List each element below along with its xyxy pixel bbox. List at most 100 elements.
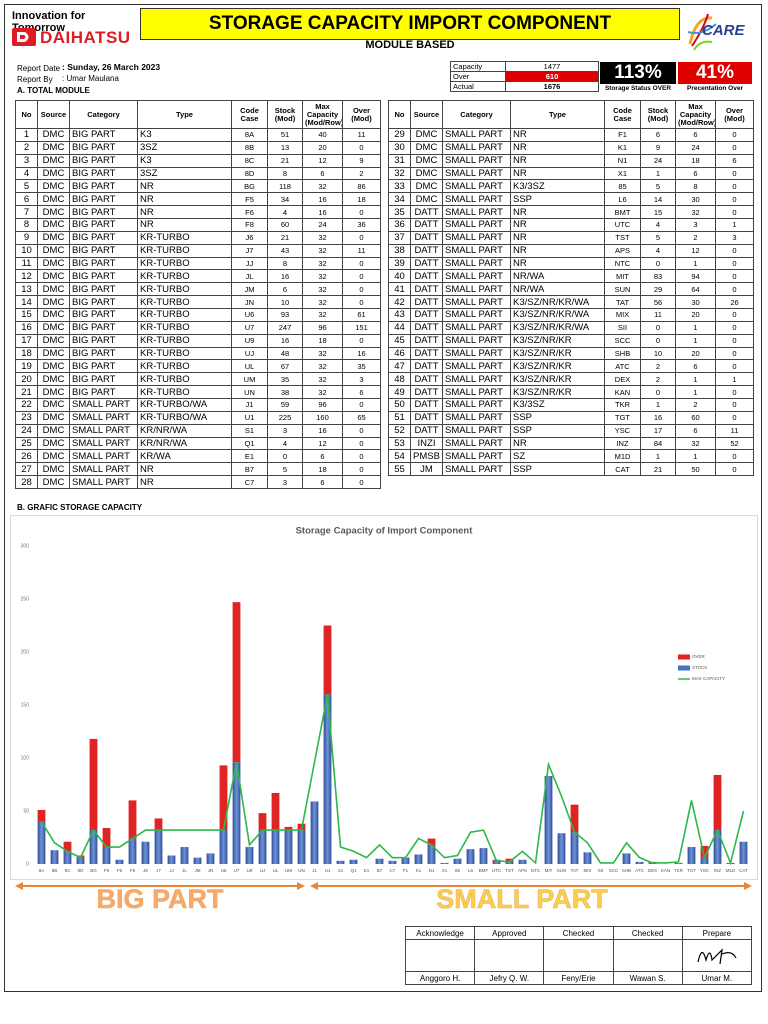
table-cell: 32 xyxy=(302,230,343,245)
table-cell: KR-TURBO xyxy=(137,385,232,400)
table-cell: 61 xyxy=(342,308,381,322)
table-cell: 16 xyxy=(342,346,381,361)
table-cell: DATT xyxy=(410,269,443,284)
table-cell: 50 xyxy=(675,462,716,477)
table-cell: 42 xyxy=(388,295,411,310)
table-cell: DMC xyxy=(37,218,70,232)
table-cell: 0 xyxy=(715,398,754,412)
table-cell: 38 xyxy=(388,243,411,258)
brand-logo xyxy=(12,28,36,46)
table-cell: 3 xyxy=(267,423,303,438)
table-cell: DMC xyxy=(37,333,70,348)
table-cell: 2 xyxy=(675,230,716,245)
table-cell: 22 xyxy=(15,398,38,412)
table-cell: SMALL PART xyxy=(442,192,511,207)
table-cell: 8D xyxy=(231,166,268,181)
table-cell: 1 xyxy=(715,218,754,232)
page-frame xyxy=(4,4,762,992)
table-row: 53 INZI SMALL PART NR INZ 84 32 52 xyxy=(388,436,754,451)
table-cell: SMALL PART xyxy=(69,436,138,451)
table-cell: DMC xyxy=(37,449,70,464)
table-row: 45 DATT SMALL PART K3/SZ/NR/KR SCC 0 1 0 xyxy=(388,333,754,348)
table-cell: SII xyxy=(604,320,641,335)
value: 1676 xyxy=(505,81,599,92)
table-cell: DATT xyxy=(410,256,443,271)
x-tick-label: UTC xyxy=(492,868,502,873)
bar xyxy=(518,859,527,864)
arrow-head xyxy=(744,882,752,890)
table-cell: DMC xyxy=(410,153,443,168)
x-tick-label: K1 xyxy=(416,868,422,873)
table-row: 42 DATT SMALL PART K3/SZ/NR/KR/WA TAT 56 30 26 xyxy=(388,295,754,310)
table-cell: 0 xyxy=(640,320,676,335)
table-cell: SMALL PART xyxy=(69,449,138,464)
x-tick-label: F1 xyxy=(403,868,409,873)
table-cell: 0 xyxy=(715,205,754,220)
table-cell: 32 xyxy=(302,359,343,374)
table-row: 43 DATT SMALL PART K3/SZ/NR/KR/WA MIX 11 20 0 xyxy=(388,308,754,322)
table-cell: UJ xyxy=(231,346,268,361)
table-cell: 47 xyxy=(388,359,411,374)
table-cell: NR xyxy=(137,462,232,477)
name-row: Anggoro H. Jefry Q. W. Feny/Erie Wawan S. Um… xyxy=(404,971,753,985)
table-row: 8 DMC BIG PART NR F8 60 24 36 xyxy=(15,218,381,232)
table-cell: UM xyxy=(231,372,268,387)
table-cell: 94 xyxy=(675,269,716,284)
table-cell: DATT xyxy=(410,346,443,361)
table-cell: 3SZ xyxy=(137,166,232,181)
table-cell: 39 xyxy=(388,256,411,271)
table-cell: 44 xyxy=(388,320,411,335)
table-cell: SMALL PART xyxy=(442,269,511,284)
table-cell: K3/3SZ xyxy=(510,398,605,412)
table-cell: 0 xyxy=(715,243,754,258)
table-cell: 0 xyxy=(715,166,754,181)
table-cell: SMALL PART xyxy=(442,295,511,310)
bar xyxy=(154,830,163,864)
table-cell: 32 xyxy=(675,436,716,451)
x-tick-label: SUN xyxy=(557,868,567,873)
table-cell: 6 xyxy=(715,153,754,168)
table-cell: 10 xyxy=(267,295,303,310)
table-cell: C7 xyxy=(231,475,268,490)
table-row: 15 DMC BIG PART KR-TURBO U6 93 32 61 xyxy=(15,308,381,322)
table-row: 49 DATT SMALL PART K3/SZ/NR/KR KAN 0 1 0 xyxy=(388,385,754,400)
table-cell: 12 xyxy=(302,436,343,451)
table-cell: 38 xyxy=(267,385,303,400)
x-tick-label: JN xyxy=(208,868,214,873)
table-cell: 11 xyxy=(342,128,381,142)
table-cell: F6 xyxy=(231,205,268,220)
bar xyxy=(89,738,98,831)
header-cell: Code Case xyxy=(231,100,268,129)
title-bar: STORAGE CAPACITY IMPORT COMPONENT xyxy=(140,8,680,40)
role-cell: Acknowledge xyxy=(404,926,476,940)
header-cell: Max Capacity (Mod/Row) xyxy=(675,100,716,129)
x-tick-label: F6 xyxy=(117,868,123,873)
table-cell: 32 xyxy=(302,372,343,387)
table-cell: DMC xyxy=(37,192,70,207)
table-cell: BIG PART xyxy=(69,282,138,297)
table-cell: 6 xyxy=(15,192,38,207)
table-cell: SMALL PART xyxy=(69,475,138,490)
header-cell: Type xyxy=(510,100,605,129)
table-row: 39 DATT SMALL PART NR NTC 0 1 0 xyxy=(388,256,754,271)
table-cell: NR xyxy=(510,243,605,258)
bar xyxy=(284,826,293,831)
table-cell: 9 xyxy=(640,140,676,155)
arrow-head xyxy=(15,882,23,890)
table-row: 20 DMC BIG PART KR-TURBO UM 35 32 3 xyxy=(15,372,381,387)
x-tick-label: YSC xyxy=(700,868,710,873)
header-row: No Source Category Type Code Case Stock (Mod)… xyxy=(388,100,754,129)
table-cell: DMC xyxy=(37,205,70,220)
table-cell: 32 xyxy=(675,205,716,220)
table-cell: 1 xyxy=(675,385,716,400)
table-cell: 32 xyxy=(302,269,343,284)
table-cell: K3 xyxy=(137,153,232,168)
table-cell: BIG PART xyxy=(69,128,138,142)
header-cell: Stock (Mod) xyxy=(640,100,676,129)
table-cell: 0 xyxy=(715,192,754,207)
table-cell: Q1 xyxy=(231,436,268,451)
table-cell: K3/SZ/NR/KR xyxy=(510,333,605,348)
table-cell: 12 xyxy=(15,269,38,284)
table-cell: 24 xyxy=(302,218,343,232)
table-cell: K1 xyxy=(604,140,641,155)
